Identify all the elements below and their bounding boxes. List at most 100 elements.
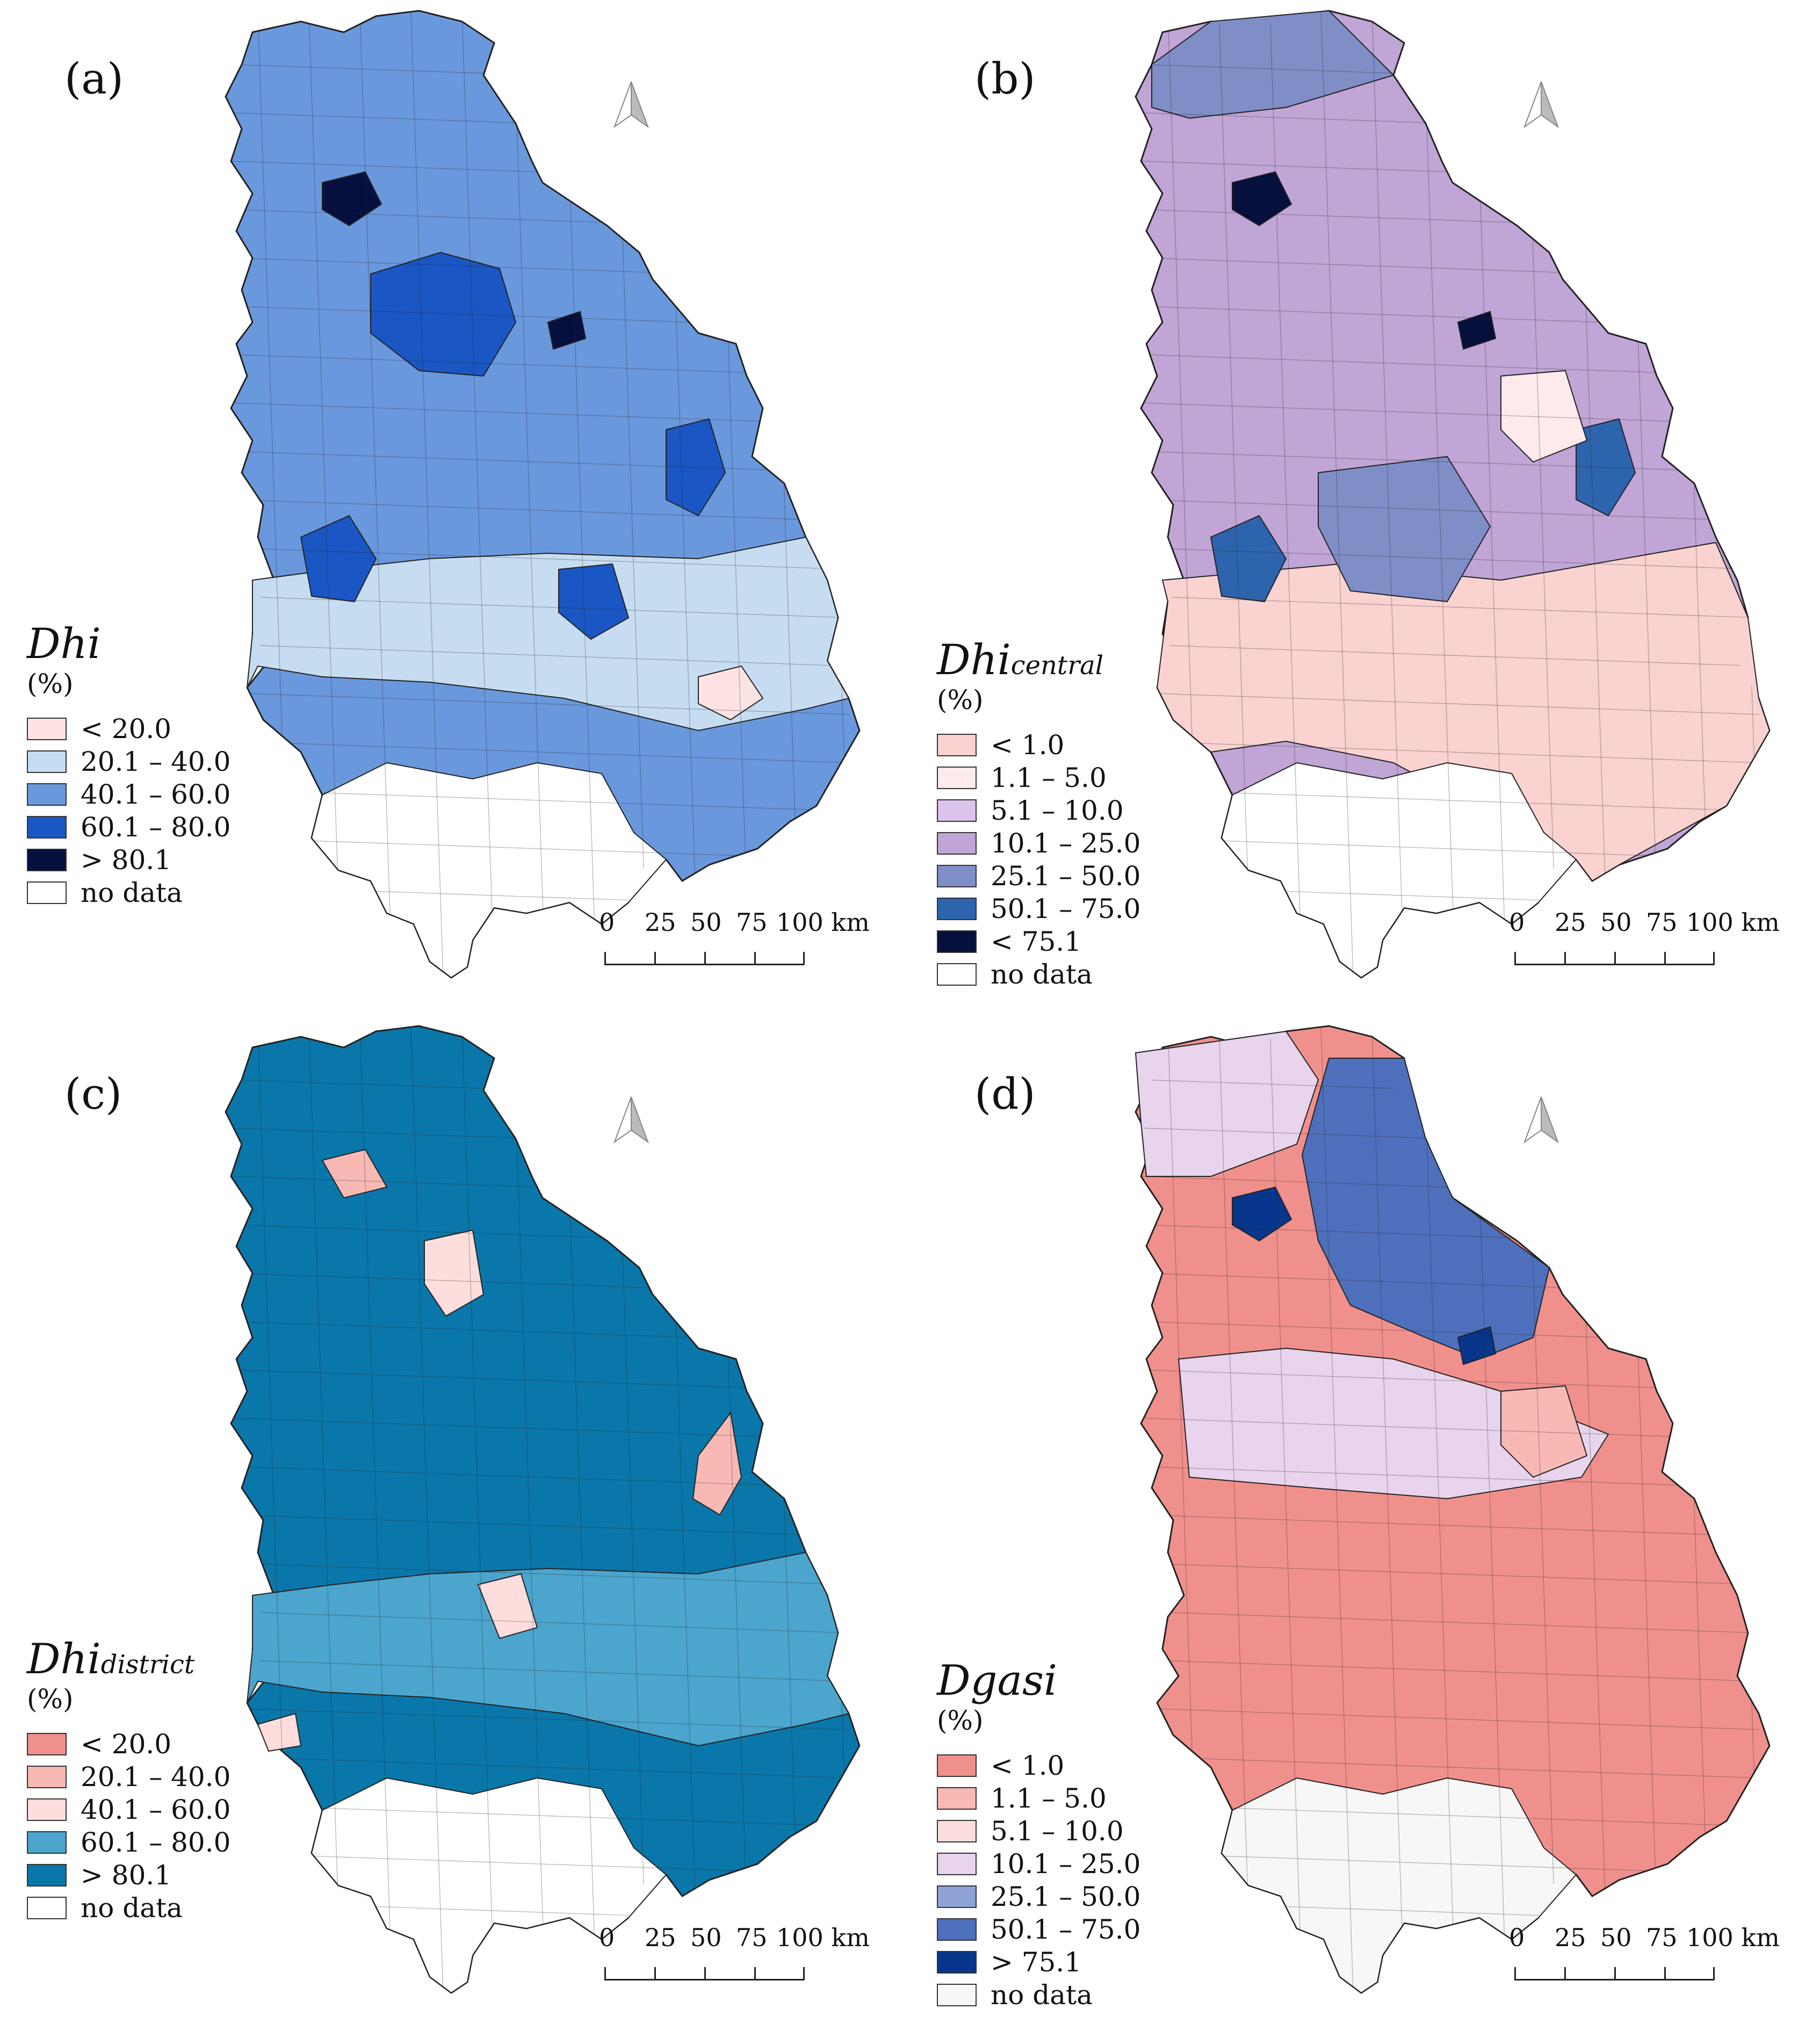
municipality-border	[230, 1804, 849, 1827]
region-midband	[1178, 1347, 1609, 1500]
municipality-border	[1140, 1418, 1759, 1440]
map-panel-a: (a) Dhi (%) < 20.0 20.1 – 40.0 40.1 – 60.0 60.…	[0, 0, 910, 1015]
scale-label: 75	[1646, 1923, 1678, 1952]
legend-item: < 1.0	[937, 1749, 1140, 1782]
municipality-border	[230, 596, 849, 618]
legend-swatch	[27, 848, 67, 871]
legend-item: 10.1 – 25.0	[937, 1847, 1140, 1880]
legend-item: no data	[937, 958, 1140, 991]
municipality-border	[1218, 1026, 1252, 1993]
legend-swatch	[937, 1950, 977, 1974]
municipality-border	[230, 789, 849, 812]
legend-label: 5.1 – 10.0	[991, 1815, 1124, 1847]
municipality-border	[1140, 1659, 1759, 1682]
legend-item: 20.1 – 40.0	[27, 1760, 230, 1793]
scale-label: 50	[690, 908, 722, 937]
municipality-border	[819, 11, 852, 978]
municipality-border	[230, 644, 849, 667]
municipality-border	[230, 402, 849, 425]
municipality-border	[308, 11, 342, 978]
legend-label: 50.1 – 75.0	[991, 1913, 1141, 1945]
serbia-municipality-map	[1135, 1025, 1771, 1994]
municipality-border	[1140, 692, 1759, 715]
legend-label: > 80.1	[81, 1859, 172, 1891]
region-pink1	[321, 1148, 388, 1199]
region-northwest	[1135, 1030, 1319, 1177]
region-pink2	[424, 1229, 485, 1317]
legend-item: 1.1 – 5.0	[937, 1782, 1140, 1815]
municipality-border	[1140, 547, 1759, 570]
scale-tick	[1614, 952, 1616, 965]
region-lightband	[247, 1551, 850, 1747]
municipality-border	[410, 11, 444, 978]
legend-swatch	[27, 1798, 67, 1821]
legend-item: 60.1 – 80.0	[27, 811, 230, 843]
legend-title-main: Dhi	[27, 620, 101, 668]
region-midwest	[370, 251, 517, 377]
municipality-border	[359, 11, 393, 978]
legend-swatch	[27, 1732, 67, 1755]
municipality-border	[1320, 1026, 1354, 1993]
region-no-data	[1220, 762, 1577, 979]
scale-tick	[654, 952, 656, 965]
legend-label: 1.1 – 5.0	[991, 1782, 1107, 1814]
panel-label: (b)	[974, 54, 1036, 104]
region-central	[558, 563, 630, 640]
municipality-border	[308, 1026, 342, 1993]
municipality-border	[230, 451, 849, 473]
legend-label: 60.1 – 80.0	[81, 811, 231, 843]
region-capital2	[1457, 310, 1497, 350]
municipality-border	[230, 499, 849, 522]
legend-swatch	[937, 1819, 977, 1842]
scale-label: 50	[690, 1923, 722, 1952]
legend-label: 40.1 – 60.0	[81, 1794, 231, 1825]
panel-label: (c)	[64, 1069, 122, 1119]
legend-swatch	[937, 832, 977, 855]
scale-tick	[754, 952, 756, 965]
municipality-border	[512, 1026, 546, 1993]
legend-item: 20.1 – 40.0	[27, 745, 230, 778]
scale-label: 25	[1555, 908, 1586, 937]
scale-bar: 0 25 50 75 100 km	[594, 1923, 870, 1993]
municipality-border	[230, 1756, 849, 1779]
legend-unit: (%)	[27, 668, 74, 699]
legend-swatch	[27, 783, 67, 806]
legend-item: 50.1 – 75.0	[937, 892, 1140, 925]
legend-label: no data	[991, 1979, 1093, 2011]
north-arrow-icon	[1523, 1096, 1559, 1144]
legend-label: 1.1 – 5.0	[991, 762, 1107, 793]
scale-tick	[1514, 952, 1516, 965]
legend-item: > 75.1	[937, 1946, 1140, 1978]
scale-label: 0	[599, 908, 615, 937]
legend-label: 25.1 – 50.0	[991, 860, 1141, 892]
legend-item: no data	[27, 876, 230, 909]
legend-label: < 1.0	[991, 1750, 1065, 1781]
legend-unit: (%)	[27, 1683, 74, 1715]
legend-item: 60.1 – 80.0	[27, 1826, 230, 1859]
municipality-border	[1140, 741, 1759, 763]
legend-swatch	[937, 1983, 977, 2006]
scale-tick	[1514, 1967, 1516, 1980]
region-center	[1318, 456, 1491, 603]
legend-label: > 80.1	[81, 844, 172, 876]
legend-label: 20.1 – 40.0	[81, 1761, 231, 1793]
scale-label: 50	[1600, 1923, 1632, 1952]
legend-title: Dhicentral	[937, 639, 1140, 681]
municipality-border	[1140, 451, 1759, 473]
scale-label: 75	[736, 1923, 768, 1952]
legend-item: 1.1 – 5.0	[937, 761, 1140, 794]
municipality-border	[230, 741, 849, 763]
region-capital1	[1232, 1186, 1292, 1242]
legend-label: no data	[81, 1892, 183, 1924]
north-arrow-icon	[613, 81, 649, 128]
legend-label: 50.1 – 75.0	[991, 893, 1141, 924]
municipality-border	[1140, 1563, 1759, 1585]
region-capital2	[547, 310, 587, 350]
region-east	[1576, 418, 1636, 517]
legend-title: Dhidistrict	[27, 1638, 230, 1680]
legend-swatch	[937, 930, 977, 953]
municipality-border	[230, 1659, 849, 1682]
scale-label: 100 km	[776, 1923, 870, 1952]
municipality-border	[230, 1708, 849, 1730]
map-legend: Dgasi (%) < 1.0 1.1 – 5.0 5.1 – 10.0 10.1 – 2…	[937, 1660, 1140, 2011]
